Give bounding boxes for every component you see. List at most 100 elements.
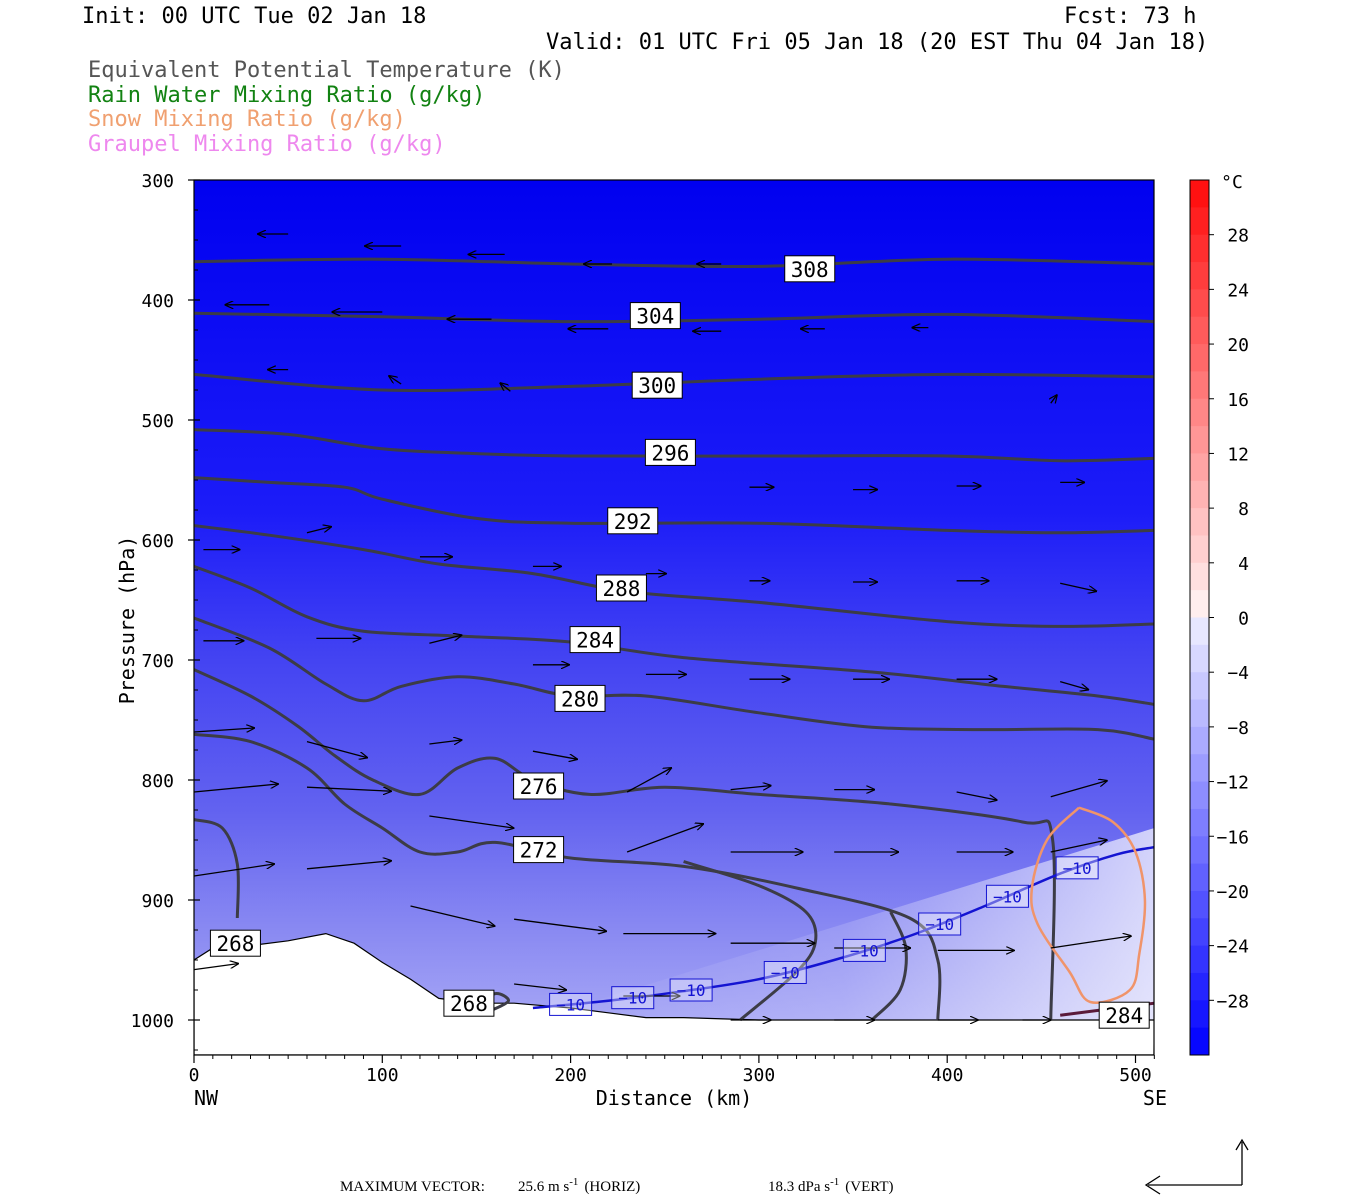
theta-e-label-268: 268 xyxy=(443,989,495,1017)
wind-vector xyxy=(626,768,671,793)
max-vector-horiz-exponent: -1 xyxy=(569,1176,578,1188)
theta-e-label-text: 304 xyxy=(636,305,674,329)
wind-vector xyxy=(429,635,461,644)
x-axis-label: Distance (km) xyxy=(596,1086,753,1110)
colorbar-segment xyxy=(1190,836,1209,865)
wind-vector xyxy=(194,784,278,793)
colorbar-segment xyxy=(1190,207,1209,236)
minus10-label: −10 xyxy=(549,992,593,1016)
theta-e-label-308: 308 xyxy=(784,255,836,283)
theta-e-label-text: 292 xyxy=(614,510,652,534)
minus10-label-text: −10 xyxy=(677,981,706,1000)
colorbar-segment xyxy=(1190,180,1209,208)
minus10-label-text: −10 xyxy=(925,915,954,934)
colorbar-segment xyxy=(1190,808,1209,837)
warm-low-level-fill xyxy=(532,828,1154,1020)
colorbar-label: −16 xyxy=(1216,827,1249,848)
colorbar-label: 0 xyxy=(1238,609,1249,630)
theta-e-label-text: 308 xyxy=(791,258,829,282)
x-end-label-right: SE xyxy=(1143,1086,1167,1110)
colorbar-segment xyxy=(1190,781,1209,810)
y-tick-label: 300 xyxy=(141,171,174,192)
colorbar-segment xyxy=(1190,945,1209,974)
theta-e-label-text: 296 xyxy=(651,441,689,465)
wind-vector xyxy=(389,376,402,385)
minus10-label: −10 xyxy=(611,986,655,1010)
snow-mixing-ratio-contour xyxy=(1030,806,1147,1004)
max-vector-vert-exponent: -1 xyxy=(830,1176,839,1188)
colorbar-segment xyxy=(1190,972,1209,1001)
wind-vector xyxy=(306,861,391,870)
max-vector-vert-unit: (VERT) xyxy=(845,1179,893,1195)
wind-vector xyxy=(194,864,274,877)
colorbar-segment xyxy=(1190,426,1209,454)
theta-e-contour-272 xyxy=(194,732,942,1021)
wind-vector xyxy=(410,905,495,926)
minus10-label: −10 xyxy=(918,912,962,936)
colorbar-segment xyxy=(1190,453,1209,482)
colorbar-segment xyxy=(1190,508,1209,536)
colorbar-unit: °C xyxy=(1221,172,1243,193)
minus10-label-text: −10 xyxy=(771,963,800,982)
minus10-label-text: −10 xyxy=(1063,859,1092,878)
wind-vector xyxy=(514,918,606,931)
x-tick-label: 300 xyxy=(743,1065,776,1086)
max-vector-horiz-unit: (HORIZ) xyxy=(584,1179,640,1195)
minus10-label-text: −10 xyxy=(993,887,1022,906)
theta-e-label-276: 276 xyxy=(513,772,565,800)
forecast-hour: Fcst: 73 h xyxy=(1064,4,1197,29)
colorbar-label: 4 xyxy=(1238,554,1249,575)
colorbar-segment xyxy=(1190,344,1209,372)
colorbar-label: 24 xyxy=(1227,280,1249,301)
theta-e-label-text: 300 xyxy=(638,374,676,398)
y-tick-label: 400 xyxy=(141,291,174,312)
colorbar-label: −12 xyxy=(1216,773,1249,794)
low-level-contour-0 xyxy=(683,860,818,1022)
theta-e-label-272: 272 xyxy=(513,836,565,864)
theta-e-label-text: 284 xyxy=(1105,1004,1143,1028)
colorbar-label: 8 xyxy=(1238,499,1249,520)
legend-theta-e: Equivalent Potential Temperature (K) xyxy=(88,58,565,83)
x-tick-label: 100 xyxy=(366,1065,399,1086)
plot-frame xyxy=(193,179,1155,1056)
y-tick-label: 600 xyxy=(141,531,174,552)
wind-vector xyxy=(626,824,703,853)
colorbar-segment xyxy=(1190,890,1209,919)
minus10-label-text: −10 xyxy=(556,995,585,1014)
y-tick-label: 700 xyxy=(141,651,174,672)
theta-e-label-280: 280 xyxy=(554,684,606,712)
minus10-label: −10 xyxy=(842,938,886,962)
colorbar-label: 20 xyxy=(1227,335,1249,356)
minus10-label: −10 xyxy=(669,978,713,1002)
colorbar-segment xyxy=(1190,672,1209,701)
max-vector-horiz: 25.6 m s xyxy=(518,1179,569,1195)
legend-rain: Rain Water Mixing Ratio (g/kg) xyxy=(88,83,486,108)
wind-vector xyxy=(306,740,367,758)
theta-e-contour-292 xyxy=(194,476,1154,535)
colorbar-segment xyxy=(1190,1027,1209,1056)
wind-vector xyxy=(1060,680,1088,690)
wind-vector xyxy=(1060,582,1096,591)
minus10-label-text: −10 xyxy=(850,941,879,960)
colorbar-segment xyxy=(1190,316,1209,345)
theta-e-label-284: 284 xyxy=(1098,1001,1150,1029)
colorbar-label: −4 xyxy=(1227,663,1249,684)
wind-vector xyxy=(306,786,391,791)
x-tick-label: 200 xyxy=(554,1065,587,1086)
theta-e-label-284: 284 xyxy=(569,626,621,654)
wind-vector xyxy=(429,815,513,828)
wind-vector xyxy=(514,983,566,990)
colorbar-label: −28 xyxy=(1216,991,1249,1012)
colorbar-label: 12 xyxy=(1227,444,1249,465)
wind-vector xyxy=(1050,840,1107,853)
legend-snow: Snow Mixing Ratio (g/kg) xyxy=(88,107,406,132)
wind-vector xyxy=(532,750,577,759)
minus10-label-text: −10 xyxy=(618,989,647,1008)
colorbar-label: −24 xyxy=(1216,937,1249,958)
theta-e-label-304: 304 xyxy=(629,302,681,330)
colorbar-label: 28 xyxy=(1227,226,1249,247)
colorbar-segment xyxy=(1190,262,1209,290)
theta-e-contour-308 xyxy=(194,257,1154,269)
y-tick-label: 500 xyxy=(141,411,174,432)
